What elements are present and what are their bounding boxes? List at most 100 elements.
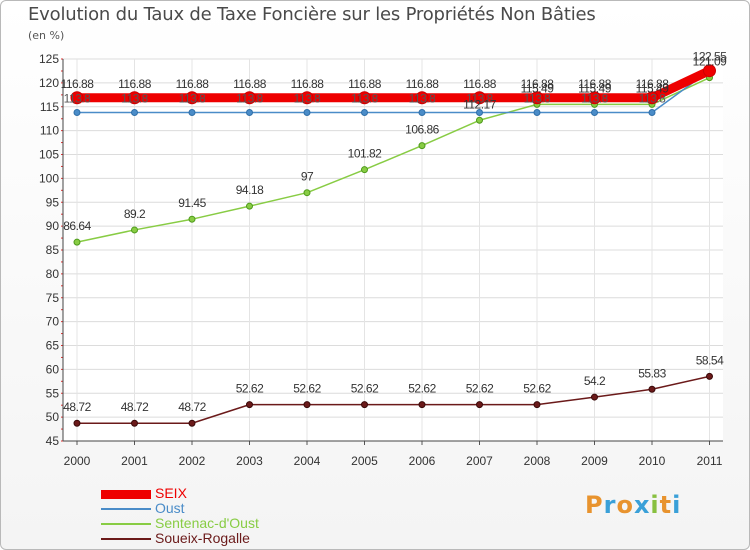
data-point <box>591 108 598 116</box>
logo-letter: i <box>672 491 682 519</box>
y-tick-label: 115 <box>40 100 59 114</box>
data-label: 113.8 <box>639 91 666 105</box>
data-label: 52.62 <box>236 382 264 396</box>
data-point <box>476 401 483 409</box>
series-line <box>76 76 711 243</box>
data-label: 116.88 <box>463 77 497 91</box>
data-label: 91.45 <box>178 196 206 210</box>
chart-subtitle: (en %) <box>28 29 65 42</box>
series-sentenac-d-oust <box>73 74 713 246</box>
data-label: 113.8 <box>294 91 321 105</box>
data-point <box>418 142 426 150</box>
legend-swatch <box>101 508 151 510</box>
data-label: 116.88 <box>406 77 440 91</box>
series-soueix-rogalle <box>73 372 713 427</box>
data-point <box>188 215 196 223</box>
data-point <box>415 91 429 105</box>
data-point <box>243 91 256 105</box>
data-point <box>303 401 311 409</box>
logo-letter: P <box>585 491 604 519</box>
legend-swatch <box>101 489 151 499</box>
x-tick-label: 2003 <box>236 454 263 468</box>
data-label: 113.8 <box>581 91 608 105</box>
data-label: 121.09 <box>693 55 728 69</box>
y-tick-label: 80 <box>46 267 60 281</box>
data-label: 115.49 <box>521 81 555 95</box>
data-label: 122.55 <box>693 50 728 64</box>
data-point <box>131 108 138 116</box>
data-label: 52.62 <box>523 382 551 396</box>
data-point <box>476 108 483 116</box>
x-tick-label: 2002 <box>179 454 206 468</box>
data-point <box>188 419 196 427</box>
x-tick-label: 2011 <box>697 454 723 468</box>
data-label: 113.8 <box>409 91 436 105</box>
series-line <box>76 375 711 424</box>
data-point <box>476 116 483 124</box>
y-tick-label: 120 <box>39 76 59 90</box>
data-label: 116.88 <box>578 77 612 91</box>
data-point <box>591 393 598 401</box>
data-label: 113.8 <box>64 91 91 105</box>
series-line <box>76 69 711 114</box>
data-point <box>533 401 541 409</box>
data-point <box>706 372 713 380</box>
data-label: 116.88 <box>61 77 95 91</box>
data-point <box>648 385 656 393</box>
x-tick-label: 2009 <box>581 454 608 468</box>
data-label: 48.72 <box>63 400 91 414</box>
data-point <box>70 91 84 105</box>
y-tick-label: 105 <box>39 148 59 162</box>
x-tick-label: 2000 <box>64 454 91 468</box>
data-point <box>128 91 141 105</box>
logo-letter: t <box>659 491 673 519</box>
data-label: 122.55 <box>693 50 728 64</box>
data-label: 48.72 <box>178 400 206 414</box>
data-point <box>533 108 541 116</box>
y-tick-label: 95 <box>46 195 60 209</box>
legend-label: Oust <box>155 500 185 516</box>
data-label: 112.17 <box>463 97 497 111</box>
y-tick-label: 65 <box>46 339 60 353</box>
legend-swatch <box>101 538 151 540</box>
data-point <box>703 64 716 78</box>
data-label: 113.8 <box>524 91 551 105</box>
data-label: 116.88 <box>521 77 555 91</box>
y-tick-label: 85 <box>46 243 60 257</box>
data-label: 106.86 <box>405 123 440 137</box>
data-label: 116.88 <box>118 77 152 91</box>
logo-letter: x <box>633 491 651 519</box>
y-tick-label: 125 <box>39 52 59 66</box>
data-point <box>188 108 196 116</box>
data-label: 86.64 <box>63 219 91 233</box>
data-label: 94.18 <box>236 183 264 197</box>
data-label: 113.8 <box>236 91 263 105</box>
x-tick-label: 2005 <box>351 454 378 468</box>
data-point <box>358 91 371 105</box>
data-point <box>73 238 81 246</box>
x-tick-label: 2004 <box>294 454 321 468</box>
data-label: 116.88 <box>233 77 267 91</box>
y-tick-label: 45 <box>46 434 60 448</box>
y-tick-label: 70 <box>46 315 60 329</box>
legend-swatch <box>101 523 151 525</box>
data-label: 113.8 <box>121 91 148 105</box>
data-label: 115.49 <box>636 81 670 95</box>
data-point <box>300 91 314 105</box>
y-tick-label: 55 <box>46 386 60 400</box>
logo-letter: o <box>616 491 634 519</box>
data-label: 52.62 <box>351 382 379 396</box>
y-tick-label: 50 <box>46 410 60 424</box>
data-point <box>645 91 659 105</box>
data-label: 89.2 <box>124 207 146 221</box>
data-label: 52.62 <box>408 382 436 396</box>
data-label: 101.82 <box>348 147 383 161</box>
data-label: 54.2 <box>584 374 606 388</box>
data-label: 116.88 <box>348 77 382 91</box>
data-point <box>361 108 368 116</box>
y-tick-label: 110 <box>40 124 59 138</box>
data-point <box>185 91 199 105</box>
data-point <box>73 419 81 427</box>
